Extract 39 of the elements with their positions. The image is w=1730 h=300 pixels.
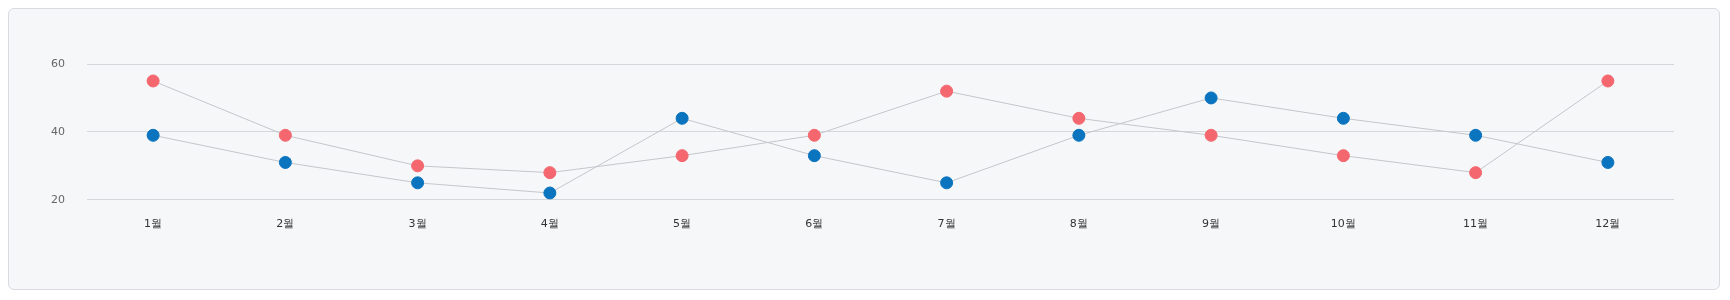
point bbox=[1072, 128, 1086, 142]
point bbox=[1336, 149, 1350, 163]
point bbox=[411, 176, 425, 190]
point bbox=[146, 128, 160, 142]
point bbox=[1601, 155, 1615, 169]
point bbox=[940, 176, 954, 190]
point bbox=[1204, 91, 1218, 105]
point bbox=[807, 149, 821, 163]
y-tick-label: 20 bbox=[51, 192, 65, 206]
point bbox=[1204, 128, 1218, 142]
y-tick-label: 60 bbox=[51, 56, 65, 70]
point bbox=[1336, 111, 1350, 125]
x-tick-label: 11월 bbox=[1463, 217, 1489, 231]
x-tick-label: 5월 bbox=[673, 217, 692, 231]
point bbox=[411, 159, 425, 173]
x-tick-label: 2월 bbox=[276, 217, 295, 231]
x-tick-label: 9월 bbox=[1202, 217, 1221, 231]
point bbox=[1601, 74, 1615, 88]
point bbox=[1469, 128, 1483, 142]
point bbox=[675, 149, 689, 163]
x-tick-label: 8월 bbox=[1069, 217, 1088, 231]
point bbox=[940, 84, 954, 98]
point bbox=[543, 166, 557, 180]
point bbox=[543, 186, 557, 200]
y-tick-label: 40 bbox=[51, 124, 65, 138]
point bbox=[1469, 166, 1483, 180]
point bbox=[146, 74, 160, 88]
x-tick-label: 4월 bbox=[540, 217, 559, 231]
x-tick-label: 10월 bbox=[1330, 217, 1356, 231]
x-tick-label: 7월 bbox=[937, 217, 956, 231]
point bbox=[278, 128, 292, 142]
x-tick-label: 3월 bbox=[408, 217, 427, 231]
point bbox=[675, 111, 689, 125]
x-tick-label: 12월 bbox=[1595, 217, 1621, 231]
point bbox=[278, 155, 292, 169]
x-tick-label: 1월 bbox=[144, 217, 163, 231]
point bbox=[807, 128, 821, 142]
x-tick-label: 6월 bbox=[805, 217, 824, 231]
point bbox=[1072, 111, 1086, 125]
